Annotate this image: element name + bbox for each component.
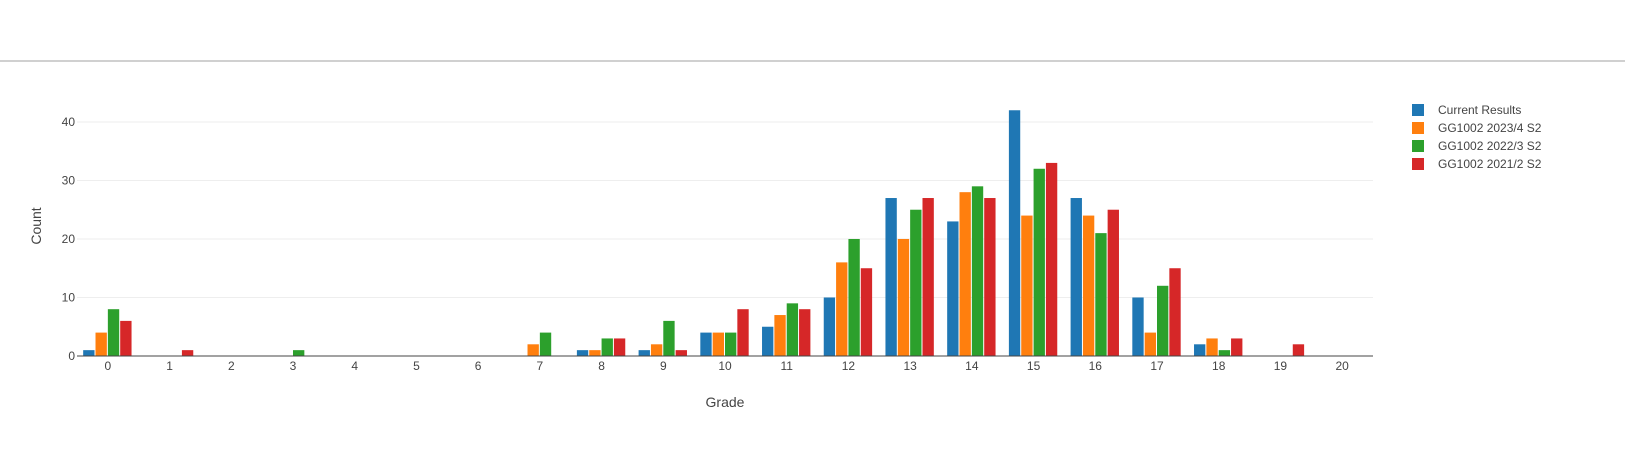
bar [947,221,959,356]
bar [712,332,724,356]
top-bar [0,0,1625,62]
x-tick-label: 12 [842,359,856,373]
bar [1194,344,1206,356]
x-tick-labels: 0 1 2 3 4 5 6 7 8 9 10 11 12 13 14 15 16 17 18 19 20 [105,359,1350,373]
x-tick-label: 1 [166,359,173,373]
bar [293,350,305,356]
x-tick-label: 7 [537,359,544,373]
bar [774,315,786,356]
x-axis-title: Grade [706,394,745,410]
x-tick-label: 20 [1335,359,1349,373]
bar [1070,198,1082,356]
bar [576,350,589,356]
bar [1144,332,1156,356]
bar [107,309,120,356]
legend-label: GG1002 2023/4 S2 [1438,121,1542,135]
bar [799,309,811,356]
bar [737,309,749,356]
bar [1231,338,1243,356]
bar [1033,168,1045,356]
bar [95,332,107,356]
bar [589,350,601,356]
bar [83,350,95,356]
bar [836,262,848,356]
bar [638,350,650,356]
x-tick-label: 16 [1089,359,1103,373]
bar [1218,350,1231,356]
legend-item[interactable]: GG1002 2022/3 S2 [1412,139,1542,153]
legend-label: Current Results [1438,103,1521,117]
bar [897,238,910,356]
bar [675,350,687,356]
x-tick-label: 5 [413,359,420,373]
bar [539,332,552,356]
legend-swatch [1412,104,1424,116]
legend-swatch [1412,140,1424,152]
bar [922,198,934,356]
x-tick-label: 10 [718,359,732,373]
x-tick-label: 14 [965,359,979,373]
y-tick-label: 40 [62,115,76,129]
x-tick-label: 17 [1150,359,1164,373]
legend-item[interactable]: GG1002 2023/4 S2 [1412,121,1542,135]
legend-swatch [1412,158,1424,170]
bar [700,332,712,356]
bar [1045,162,1058,356]
bar [910,209,922,356]
bar [848,238,860,356]
bar [786,303,799,356]
y-tick-labels: 0 10 20 30 40 [62,115,76,363]
bar [1095,233,1107,356]
bar [959,192,971,356]
x-tick-label: 0 [105,359,112,373]
x-tick-label: 9 [660,359,667,373]
legend-swatch [1412,122,1424,134]
bar [971,186,984,356]
x-tick-label: 8 [598,359,605,373]
x-tick-label: 18 [1212,359,1226,373]
x-tick-label: 6 [475,359,482,373]
bar [663,320,675,356]
bars [83,110,1305,357]
x-tick-label: 11 [780,359,793,373]
x-tick-label: 19 [1274,359,1288,373]
legend-label: GG1002 2022/3 S2 [1438,139,1542,153]
legend[interactable]: Current Results GG1002 2023/4 S2 GG1002 20… [1412,103,1542,171]
bar [1157,285,1169,356]
bar [1107,209,1119,356]
x-tick-label: 4 [351,359,358,373]
bar [601,338,613,356]
bar [1169,268,1181,356]
bar [860,268,873,356]
bar [1206,338,1218,356]
legend-item[interactable]: GG1002 2021/2 S2 [1412,157,1542,171]
bar [613,338,626,356]
bar [725,332,737,356]
bar [527,344,539,356]
y-tick-label: 10 [62,290,76,304]
bar [762,326,774,356]
x-tick-label: 15 [1027,359,1041,373]
bar [1082,215,1095,356]
bar [1292,344,1305,356]
y-tick-label: 20 [62,232,76,246]
x-tick-label: 13 [903,359,917,373]
legend-item[interactable]: Current Results [1412,103,1521,117]
bar [120,320,132,356]
y-tick-label: 30 [62,173,76,187]
x-tick-label: 2 [228,359,235,373]
y-tick-label: 0 [68,349,75,363]
bar [1008,110,1021,357]
bar [1021,215,1033,356]
x-tick-label: 3 [290,359,297,373]
y-axis-title: Count [28,207,44,244]
bar [650,344,663,356]
bar [885,198,897,356]
bar [1132,297,1144,356]
bar [823,297,836,356]
bar [984,198,996,356]
legend-label: GG1002 2021/2 S2 [1438,157,1542,171]
bar [181,350,194,356]
